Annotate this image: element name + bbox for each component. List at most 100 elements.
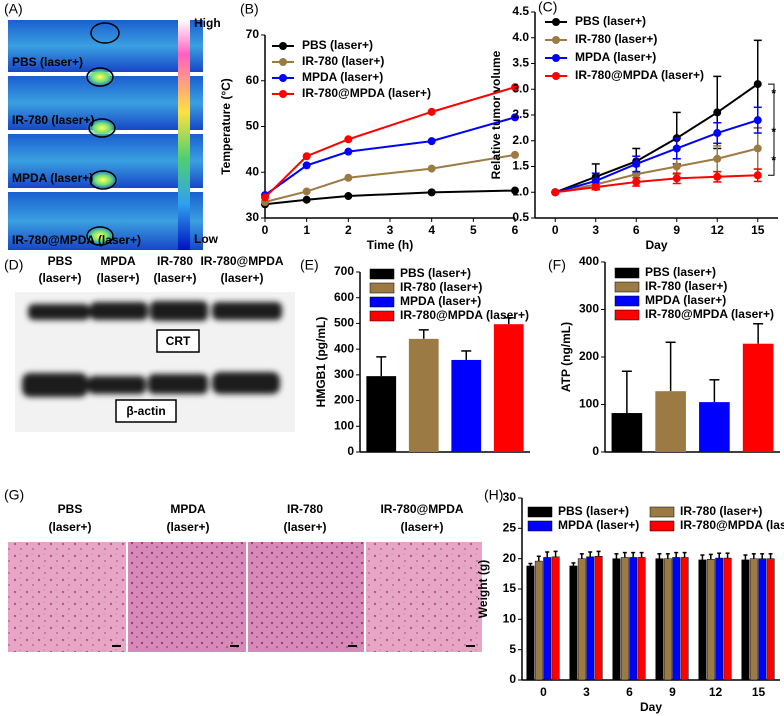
error-bar [376, 356, 387, 377]
panel-a: (A) High Low PBS (laser+) IR-780 (laser+… [4, 1, 221, 250]
error-bar [579, 553, 584, 559]
bar [715, 557, 724, 681]
y-tick-label: 300 [334, 367, 354, 381]
point [591, 176, 600, 185]
x-tick-label: 1 [303, 223, 310, 237]
bar [612, 558, 621, 681]
legend-swatch [369, 296, 395, 308]
point [427, 137, 436, 146]
y-tick-label: 700 [334, 264, 354, 278]
y-tick-label: 4.5 [512, 4, 529, 18]
thermal-row [8, 20, 203, 72]
error-bar [622, 551, 627, 558]
group-label: PBS [58, 502, 83, 516]
chart: (C) 0.5 1.0 1.5 2.0 2.5 3.0 3.5 4.0 4.5 Relative t… [489, 0, 778, 252]
bar [766, 558, 775, 681]
histology-image [128, 542, 246, 652]
legend-label: IR-780 (laser+) [645, 279, 727, 293]
series-line [555, 147, 758, 194]
legend-label: IR-780 (laser+) [680, 504, 762, 518]
panel-label: (E) [300, 257, 319, 273]
bar [551, 556, 560, 681]
x-tick-label: 9 [669, 685, 676, 699]
legend-marker [279, 42, 287, 50]
legend-swatch [614, 309, 640, 321]
bar [577, 558, 586, 681]
y-tick-label: 100 [579, 397, 599, 411]
group-label: (laser+) [283, 520, 326, 534]
group-label: IR-780 [287, 502, 323, 516]
error-bar [665, 341, 676, 392]
panel-g: (G) PBS (laser+) MPDA (laser+) IR-780 (l… [4, 487, 482, 652]
y-tick-label: 4.0 [512, 30, 529, 44]
point [632, 159, 641, 168]
y-tick-label: 2.5 [512, 107, 529, 121]
scale-label: High [194, 16, 221, 30]
band-label: β-actin [126, 404, 165, 418]
y-tick-label: 300 [579, 302, 599, 316]
legend-label: MPDA (laser+) [302, 70, 383, 84]
point [302, 195, 311, 204]
point [344, 147, 353, 156]
legend-entry: PBS (laser+) [545, 14, 646, 28]
blot-bands [22, 301, 282, 397]
annotation: * [771, 154, 776, 168]
legend-swatch [649, 506, 675, 518]
point [632, 177, 641, 186]
legend-label: PBS (laser+) [575, 14, 646, 28]
bar [408, 338, 439, 452]
chart: (B) 30 40 50 60 70 Temperature (°C) Time (h) 0 1 2… [219, 1, 519, 252]
legend-label: IR-780@MPDA (laser+) [400, 308, 529, 322]
row-label: PBS (laser+) [12, 55, 83, 69]
y-tick-label: 0 [509, 672, 516, 686]
bar [586, 556, 595, 681]
x-tick-label: 5 [470, 223, 477, 237]
series-line [264, 86, 516, 199]
x-tick-label: 4 [428, 223, 435, 237]
legend-swatch [369, 268, 395, 280]
series-line [555, 174, 758, 194]
y-tick-label: 3.0 [512, 81, 529, 95]
point [427, 188, 436, 197]
y-tick-label: 30 [246, 210, 260, 224]
lane-label: PBS [48, 254, 73, 268]
panel-label: (D) [4, 257, 23, 273]
error-bar [760, 553, 765, 559]
legend-swatch [369, 282, 395, 294]
legend-marker [552, 72, 560, 80]
legend-entry: PBS (laser+) [369, 266, 471, 280]
point [713, 108, 722, 117]
error-bar [639, 551, 644, 558]
bar [569, 565, 578, 681]
bar [534, 560, 543, 681]
y-tick-label: 50 [246, 119, 260, 133]
chart: (E) 0 100 200 300 400 500 600 700 HMGB1 (pg/mL) PB… [300, 257, 530, 458]
lane-label: IR-780 [157, 254, 193, 268]
bar [698, 559, 707, 681]
legend-marker [552, 54, 560, 62]
bar [672, 557, 681, 681]
error-bar [545, 551, 550, 558]
x-tick-label: 15 [751, 223, 765, 237]
panel-label: (H) [484, 487, 503, 503]
legend-swatch [614, 267, 640, 279]
lane-label: (laser+) [153, 271, 196, 285]
legend-entry: IR-780@MPDA (laser+) [272, 86, 431, 100]
point [344, 192, 353, 201]
error-bar [553, 550, 558, 557]
x-tick-label: 12 [709, 685, 723, 699]
y-tick-label: 5 [509, 642, 516, 656]
panel-label: (F) [548, 257, 566, 273]
panel-label: (A) [4, 1, 23, 17]
y-tick-label: 0 [347, 444, 354, 458]
x-tick-label: 6 [626, 685, 633, 699]
legend-label: PBS (laser+) [558, 504, 629, 518]
point [511, 150, 519, 159]
histology-image [8, 542, 126, 652]
error-bar [700, 554, 705, 560]
error-bar [717, 552, 722, 559]
group-label: MPDA [170, 502, 206, 516]
x-tick-label: 0 [552, 223, 559, 237]
legend-entry: PBS (laser+) [614, 265, 716, 279]
